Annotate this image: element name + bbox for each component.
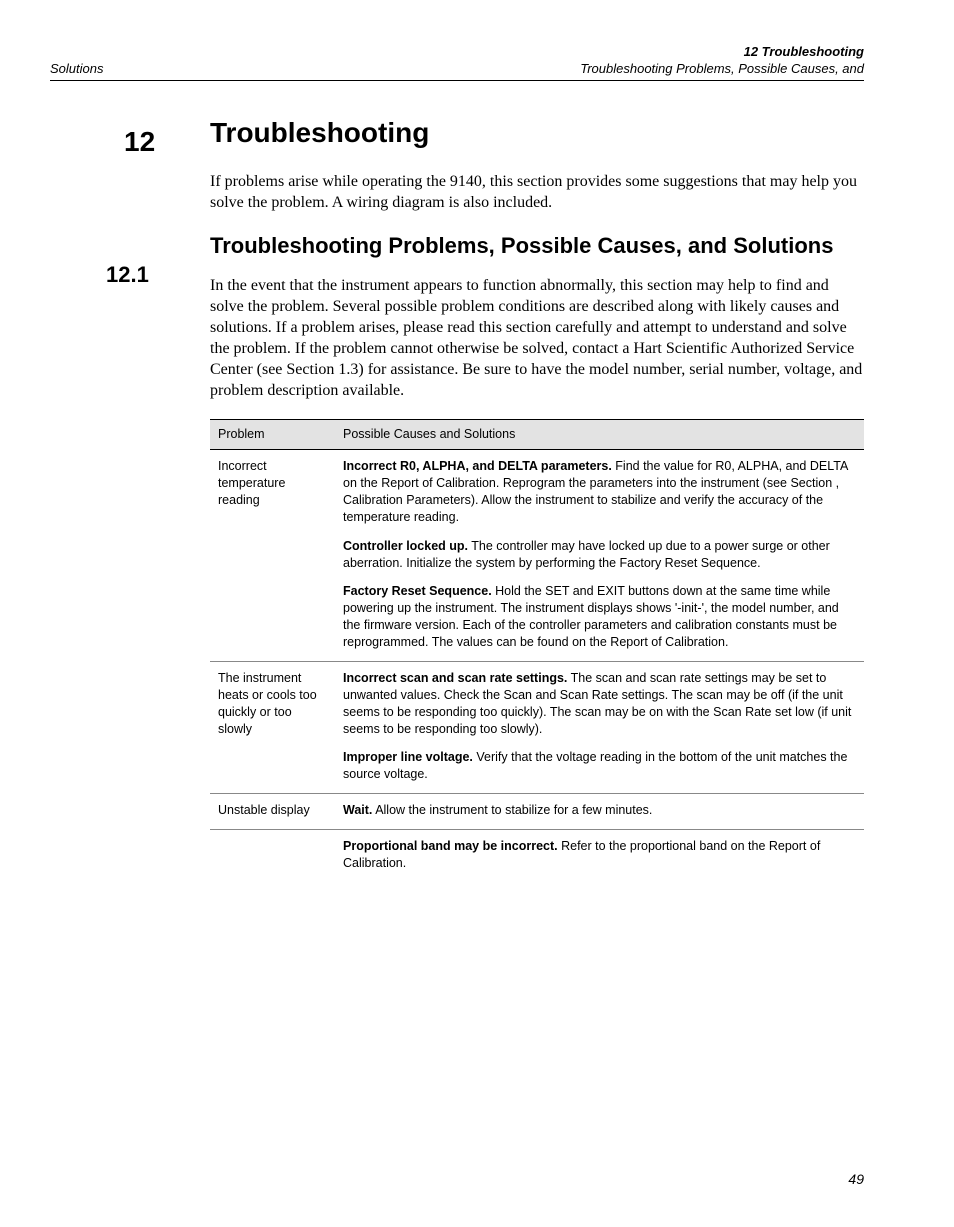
cause-paragraph: Incorrect scan and scan rate settings. T… xyxy=(343,670,856,738)
section-title: Troubleshooting xyxy=(210,117,864,149)
subsection-intro: In the event that the instrument appears… xyxy=(210,275,864,402)
running-head-left: Solutions xyxy=(50,47,103,78)
cause-paragraph: Factory Reset Sequence. Hold the SET and… xyxy=(343,583,856,651)
table-row: Unstable display Wait. Allow the instrume… xyxy=(210,794,864,830)
running-head-right-bold: 12 Troubleshooting xyxy=(580,44,864,61)
table-header-causes: Possible Causes and Solutions xyxy=(335,420,864,450)
cause-paragraph: Proportional band may be incorrect. Refe… xyxy=(343,838,856,872)
section-intro: If problems arise while operating the 91… xyxy=(210,171,864,213)
subsection-title: Troubleshooting Problems, Possible Cause… xyxy=(210,231,864,261)
problem-cell: The instrument heats or cools too quickl… xyxy=(210,661,335,793)
running-head-right-line2: Troubleshooting Problems, Possible Cause… xyxy=(580,61,864,78)
causes-cell: Incorrect scan and scan rate settings. T… xyxy=(335,661,864,793)
running-head-right: 12 Troubleshooting Troubleshooting Probl… xyxy=(580,44,864,78)
cause-paragraph: Incorrect R0, ALPHA, and DELTA parameter… xyxy=(343,458,856,526)
cause-paragraph: Improper line voltage. Verify that the v… xyxy=(343,749,856,783)
table-row: Incorrect temperature readingIncorrect R… xyxy=(210,450,864,662)
cause-paragraph: Controller locked up. The controller may… xyxy=(343,538,856,572)
running-head: Solutions 12 Troubleshooting Troubleshoo… xyxy=(50,44,864,81)
table-body: Incorrect temperature readingIncorrect R… xyxy=(210,450,864,878)
page-number: 49 xyxy=(848,1171,864,1187)
causes-cell: Incorrect R0, ALPHA, and DELTA parameter… xyxy=(335,450,864,662)
subsection-number: 12.1 xyxy=(106,262,149,288)
troubleshooting-table: Problem Possible Causes and Solutions In… xyxy=(210,419,864,878)
problem-cell xyxy=(210,830,335,878)
table-header-row: Problem Possible Causes and Solutions xyxy=(210,420,864,450)
causes-cell: Wait. Allow the instrument to stabilize … xyxy=(335,794,864,830)
table-row: The instrument heats or cools too quickl… xyxy=(210,661,864,793)
cause-paragraph: Wait. Allow the instrument to stabilize … xyxy=(343,802,856,819)
section-number: 12 xyxy=(124,126,155,158)
problem-cell: Incorrect temperature reading xyxy=(210,450,335,662)
causes-cell: Proportional band may be incorrect. Refe… xyxy=(335,830,864,878)
table-header-problem: Problem xyxy=(210,420,335,450)
table-row: Proportional band may be incorrect. Refe… xyxy=(210,830,864,878)
problem-cell: Unstable display xyxy=(210,794,335,830)
